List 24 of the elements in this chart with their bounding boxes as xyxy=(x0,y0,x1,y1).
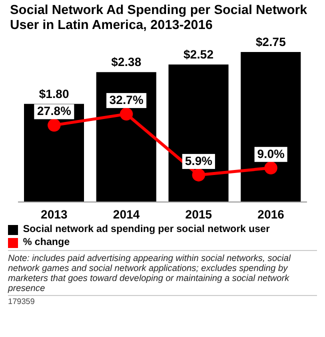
point xyxy=(120,108,133,121)
point xyxy=(264,161,278,174)
data-label: $1.80 xyxy=(38,86,70,101)
data-label: 27.8% xyxy=(37,104,72,118)
text: Note: includes paid advertising appearing within social networks, social network games and social network applications; excludes spending by marketers that goes toward developing or maintaining a social network presence xyxy=(8,253,317,293)
text: 179359 xyxy=(8,295,317,306)
x-tick-label: 2013 xyxy=(40,208,68,222)
data-label: 9.0% xyxy=(257,146,285,161)
bar xyxy=(168,64,228,202)
data-label: $2.75 xyxy=(256,35,286,49)
point xyxy=(48,118,61,132)
legend-label: % change xyxy=(23,237,70,248)
x-tick-label: 2015 xyxy=(185,208,212,222)
data-label: $2.52 xyxy=(183,48,214,62)
data-label: 5.9% xyxy=(184,154,213,168)
legend-label: Social network ad spending per social network user xyxy=(23,224,270,235)
data-label: 32.7% xyxy=(109,93,144,108)
data-label: $2.38 xyxy=(111,55,142,70)
x-tick-label: 2014 xyxy=(113,208,140,222)
chart-title: Social Network Ad Spending per Social Network User in Latin America, 2013-2016 xyxy=(9,2,308,32)
bar xyxy=(96,72,156,202)
bar xyxy=(240,52,301,202)
x-tick-label: 2016 xyxy=(258,208,285,222)
point xyxy=(192,168,206,182)
